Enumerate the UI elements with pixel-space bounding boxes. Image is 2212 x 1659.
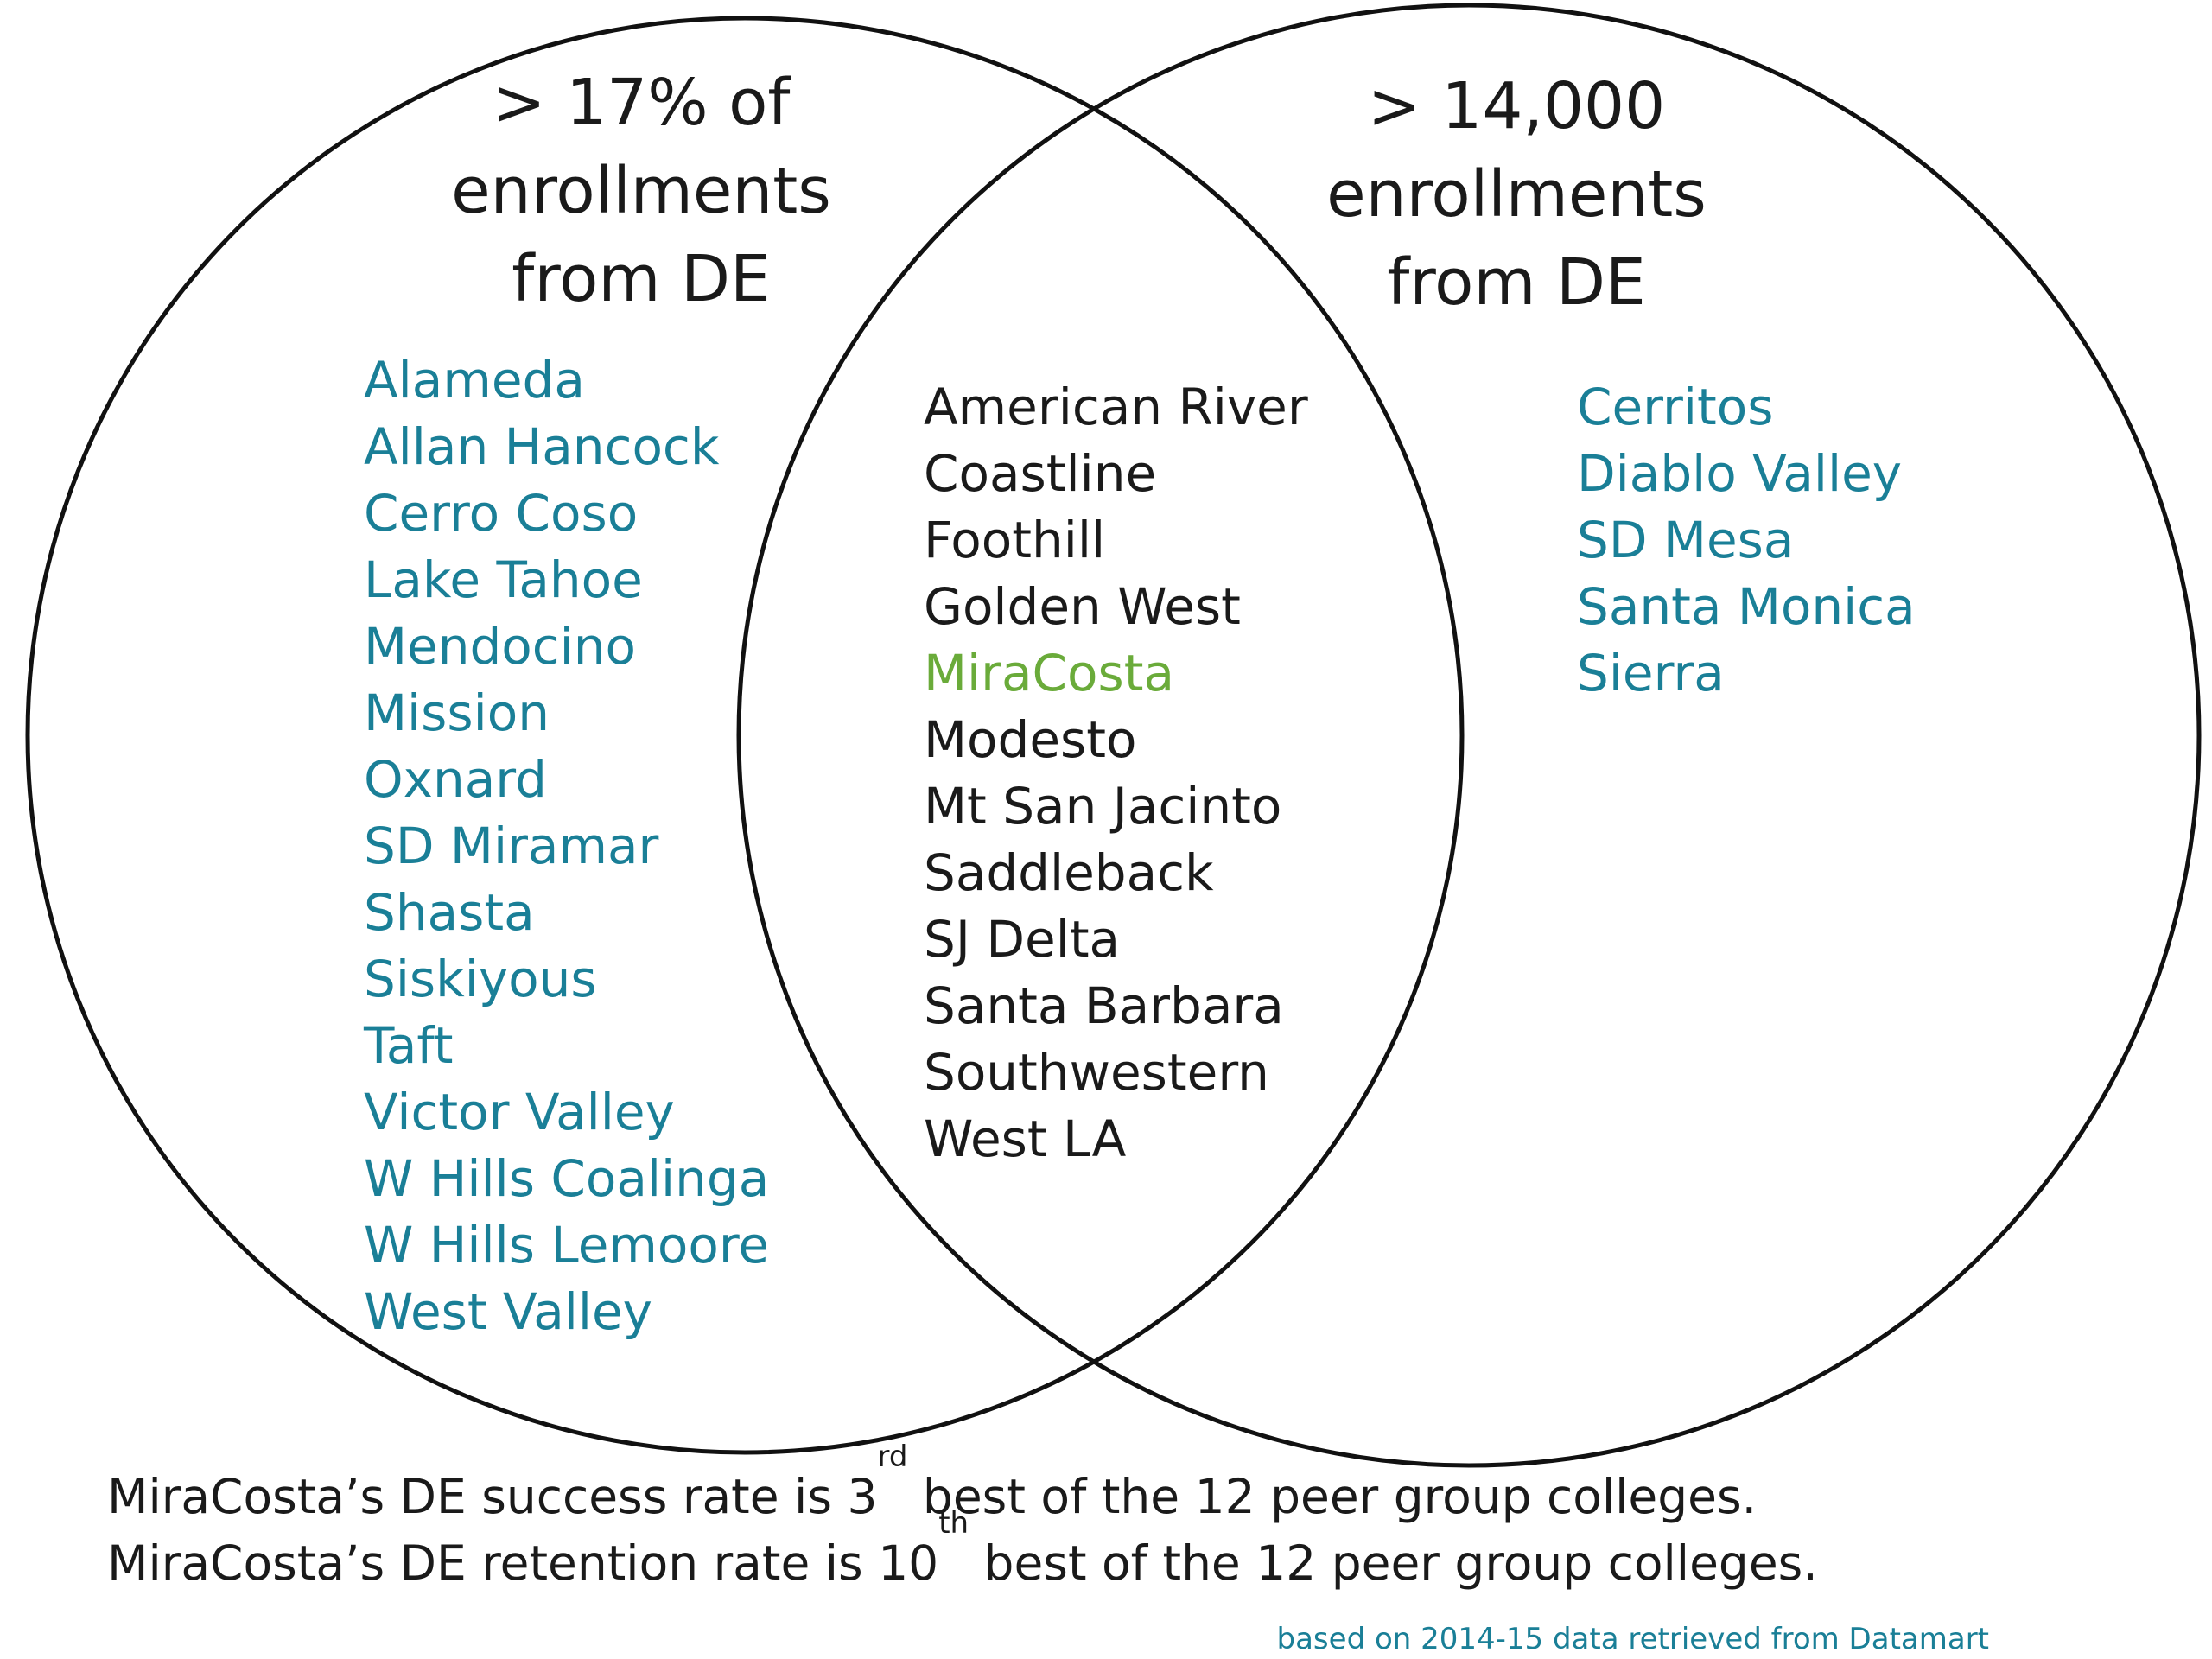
left-set-item: Shasta — [364, 883, 535, 942]
right-set-item: SD Mesa — [1577, 511, 1795, 569]
left-set-item: Mission — [364, 683, 550, 742]
intersection-item: Modesto — [924, 710, 1137, 769]
left-set-item: Cerro Coso — [364, 484, 639, 543]
intersection-item: American River — [924, 378, 1308, 436]
intersection-item: Southwestern — [924, 1043, 1269, 1102]
retention-note-ordinal: th — [938, 1506, 969, 1541]
left-heading-line-2: enrollments — [451, 154, 831, 228]
left-set-item: SD Miramar — [364, 817, 659, 875]
intersection-item: Foothill — [924, 511, 1106, 569]
source-note: based on 2014-15 data retrieved from Dat… — [1276, 1622, 1989, 1656]
success-note-text: MiraCosta’s DE success rate is 3 — [107, 1469, 878, 1524]
success-note-ordinal: rd — [877, 1440, 908, 1474]
left-set-item: Lake Tahoe — [364, 550, 643, 609]
right-set-list: Cerritos Diablo Valley SD Mesa Santa Mon… — [1577, 374, 1916, 707]
right-set-item: Cerritos — [1577, 378, 1774, 436]
left-set-item: Taft — [364, 1016, 454, 1075]
left-set-item: Allan Hancock — [364, 417, 720, 476]
intersection-item: Santa Barbara — [924, 976, 1284, 1035]
retention-rate-note: MiraCosta’s DE retention rate is 10th be… — [107, 1509, 1818, 1597]
left-set-list: Alameda Allan Hancock Cerro Coso Lake Ta… — [364, 347, 769, 1345]
intersection-item: West LA — [924, 1109, 1127, 1168]
left-set-item: West Valley — [364, 1282, 652, 1341]
success-note-rest: best of the 12 peer group colleges. — [907, 1469, 1758, 1524]
right-set-item: Santa Monica — [1577, 577, 1916, 636]
intersection-item: Mt San Jacinto — [924, 777, 1282, 836]
left-set-item: Victor Valley — [364, 1083, 675, 1141]
right-circle — [736, 3, 2202, 1468]
success-rate-note: MiraCosta’s DE success rate is 3rd best … — [107, 1442, 1818, 1530]
left-set-item: Siskiyous — [364, 950, 597, 1008]
intersection-list: American River Coastline Foothill Golden… — [924, 374, 1308, 1173]
right-set-heading: > 14,000 enrollments from DE — [1214, 62, 1819, 327]
right-set-item: Sierra — [1577, 644, 1725, 702]
intersection-item: Golden West — [924, 577, 1241, 636]
left-set-item: Mendocino — [364, 617, 637, 676]
left-set-item: W Hills Coalinga — [364, 1149, 770, 1208]
left-set-item: Alameda — [364, 351, 585, 410]
footnotes: MiraCosta’s DE success rate is 3rd best … — [107, 1442, 1818, 1597]
intersection-item: Coastline — [924, 444, 1157, 503]
left-set-heading: > 17% of enrollments from DE — [339, 59, 944, 323]
retention-note-text: MiraCosta’s DE retention rate is 10 — [107, 1535, 939, 1591]
intersection-item-highlighted: MiraCosta — [924, 644, 1175, 702]
left-set-item: Oxnard — [364, 750, 547, 809]
left-heading-line-1: > 17% of — [492, 66, 791, 140]
left-set-item: W Hills Lemoore — [364, 1216, 770, 1274]
right-heading-line-2: enrollments — [1326, 157, 1707, 232]
intersection-item: Saddleback — [924, 843, 1214, 902]
left-circle — [25, 16, 1465, 1455]
left-heading-line-3: from DE — [512, 242, 771, 316]
right-heading-line-1: > 14,000 — [1367, 69, 1666, 143]
retention-note-rest: best of the 12 peer group colleges. — [969, 1535, 1818, 1591]
right-set-item: Diablo Valley — [1577, 444, 1903, 503]
intersection-item: SJ Delta — [924, 910, 1121, 969]
right-heading-line-3: from DE — [1387, 245, 1646, 320]
